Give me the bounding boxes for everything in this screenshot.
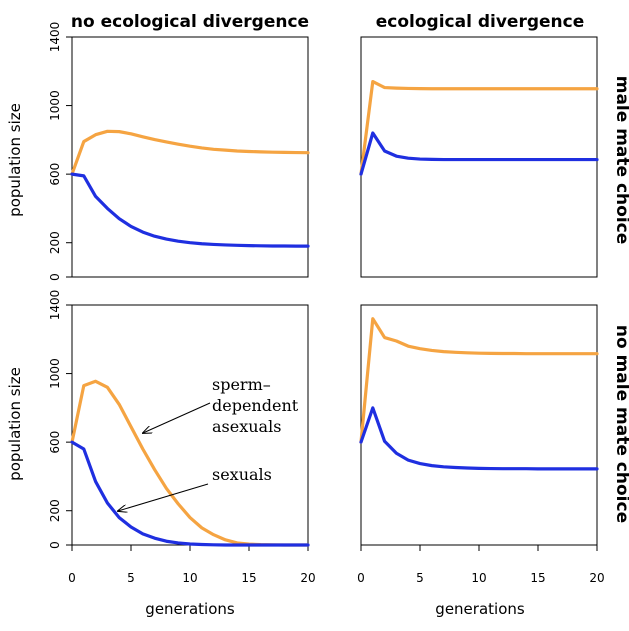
top-left-series-asexuals-line: [70, 129, 310, 176]
bottom-right-x-tick-label-0: 0: [357, 571, 365, 585]
annotation-sexual: sexuals: [212, 465, 272, 484]
top-right-plot-frame: [360, 36, 598, 278]
bottom-left-y-tick-label-600: 600: [48, 431, 62, 454]
bottom-left-series-sexuals-line: [70, 440, 310, 547]
panel-bottom-right: 0 5 10 15 20: [357, 304, 605, 585]
bottom-left-y-tick-label-200: 200: [48, 499, 62, 522]
bottom-right-x-tick-label-5: 5: [416, 571, 424, 585]
y-axis-label-top: population size: [6, 103, 24, 217]
top-left-series-sexuals-line: [70, 172, 310, 248]
top-right-series-sexuals-line: [359, 131, 599, 176]
bottom-right-x-tick-label-20: 20: [589, 571, 604, 585]
bottom-right-x-tick-label-15: 15: [530, 571, 545, 585]
bottom-left-x-tick-label-20: 20: [300, 571, 315, 585]
annotation-arrow-asexual: [143, 402, 211, 433]
row-title-bottom: no male mate choice: [612, 325, 629, 523]
y-axis-label-bottom: population size: [6, 367, 24, 481]
top-left-y-tick-label-600: 600: [48, 163, 62, 186]
bottom-left-y-tick-label-1000: 1000: [48, 358, 62, 389]
bottom-right-series-asexuals-line: [359, 317, 599, 444]
top-right-series-asexuals-line: [359, 79, 599, 176]
bottom-left-x-tick-label-10: 10: [182, 571, 197, 585]
x-axis-label-right: generations: [435, 600, 525, 618]
annotation-asexual-line1: sperm–: [212, 375, 271, 394]
bottom-right-series-sexuals-line: [359, 406, 599, 471]
annotation-arrow-sexual: [118, 483, 209, 511]
annotation-asexual-line3: asexuals: [212, 417, 281, 436]
bottom-left-y-tick-label-0: 0: [48, 541, 62, 549]
bottom-right-x-tick-label-10: 10: [471, 571, 486, 585]
row-title-top: male mate choice: [612, 76, 629, 245]
top-left-y-tick-label-200: 200: [48, 231, 62, 254]
panel-top-left: 0 200 600 1000 1400: [48, 22, 310, 281]
top-left-y-tick-label-1400: 1400: [48, 22, 62, 53]
top-left-plot-frame: [71, 36, 309, 278]
panel-top-right: [359, 36, 599, 278]
x-axis-label-left: generations: [145, 600, 235, 618]
col-title-right: ecological divergence: [376, 12, 584, 32]
col-title-left: no ecological divergence: [71, 12, 309, 32]
bottom-left-x-tick-label-5: 5: [127, 571, 135, 585]
bottom-left-x-tick-label-0: 0: [68, 571, 76, 585]
top-left-y-tick-label-1000: 1000: [48, 90, 62, 121]
bottom-left-x-tick-label-15: 15: [241, 571, 256, 585]
bottom-left-y-tick-label-1400: 1400: [48, 290, 62, 321]
panel-bottom-left: 0 200 600 1000 1400 0 5 10 15 20: [48, 290, 316, 585]
top-left-y-tick-label-0: 0: [48, 273, 62, 281]
annotation-asexual-line2: dependent: [212, 396, 299, 415]
